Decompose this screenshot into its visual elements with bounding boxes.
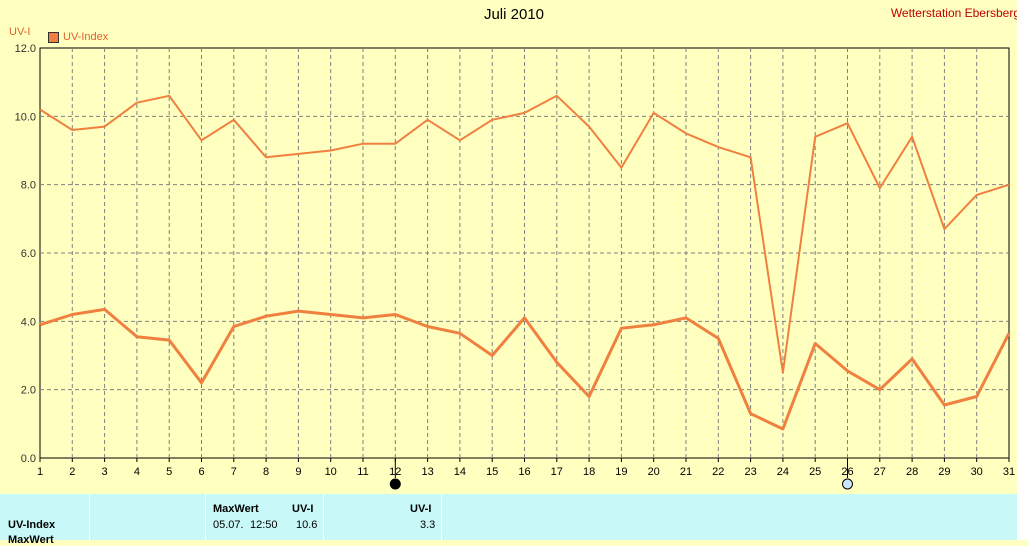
panel-max-header: MaxWert [213,503,259,515]
info-panel: UV-Index MaxWert MaxWert UV-I 05.07. 12:… [0,494,1028,546]
y-tick-label: 6.0 [21,248,36,260]
x-tick-label: 1 [37,466,43,478]
x-tick-label: 14 [454,466,466,478]
y-tick-label: 4.0 [21,316,36,328]
x-tick-label: 6 [198,466,204,478]
x-tick-label: 4 [134,466,140,478]
x-tick-label: 20 [648,466,660,478]
x-tick-label: 2 [69,466,75,478]
x-tick-label: 22 [712,466,724,478]
x-tick-label: 24 [777,466,789,478]
x-tick-label: 23 [744,466,756,478]
series-line-mean [39,307,1011,431]
x-tick-label: 18 [583,466,595,478]
series-line-max [39,94,1010,374]
y-axis-unit-label: UV-I [9,26,31,38]
y-tick-label: 0.0 [21,453,36,465]
panel-max-date: 05.07. [213,519,244,531]
uv-chart: 0.02.04.06.08.010.012.01 2 3 4 5 6 7 8 9 10 11 12 13… [15,43,1015,490]
legend-label: UV-Index [63,31,109,43]
panel-unit-header-1: UV-I [292,503,314,515]
y-tick-label: 10.0 [15,111,36,123]
panel-unit-header-2: UV-I [410,503,432,515]
x-tick-label: 5 [166,466,172,478]
x-tick-label: 17 [551,466,563,478]
day-marker-hollow-icon [842,478,853,490]
x-tick-label: 9 [295,466,301,478]
x-tick-label: 13 [421,466,433,478]
y-tick-label: 2.0 [21,385,36,397]
x-tick-label: 29 [938,466,950,478]
day-marker-filled-icon [389,478,401,490]
x-tick-label: 30 [971,466,983,478]
x-tick-label: 15 [486,466,498,478]
panel-second-value: 3.3 [420,519,436,531]
x-tick-label: 16 [518,466,530,478]
x-tick-label: 25 [809,466,821,478]
panel-row-label-cut: MaxWert [8,534,54,546]
x-tick-label: 8 [263,466,269,478]
y-tick-label: 8.0 [21,180,36,192]
x-tick-label: 21 [680,466,692,478]
x-tick-label: 27 [874,466,886,478]
x-tick-label: 10 [325,466,337,478]
x-tick-label: 7 [231,466,237,478]
x-tick-label: 28 [906,466,918,478]
x-tick-label: 19 [615,466,627,478]
legend[interactable]: UV-Index [48,31,108,43]
chart-title: Juli 2010 [483,6,545,23]
y-tick-label: 12.0 [15,43,36,55]
right-edge [1017,0,1028,540]
panel-row-label: UV-Index [8,519,56,531]
legend-swatch-icon [48,31,59,43]
chart-area: 0.0 2.0 4.0 6.0 8.0 10.0 12.0 1 2 3 4 5 6 7 8 9 10 11 12 13… [9,6,1020,490]
panel-max-time: 12:50 [250,519,278,531]
x-tick-label: 11 [357,466,368,478]
station-name: Wetterstation Ebersberg [890,6,1020,20]
x-tick-label: 3 [102,466,108,478]
panel-max-value: 10.6 [296,519,318,531]
x-tick-label: 31 [1003,466,1015,478]
